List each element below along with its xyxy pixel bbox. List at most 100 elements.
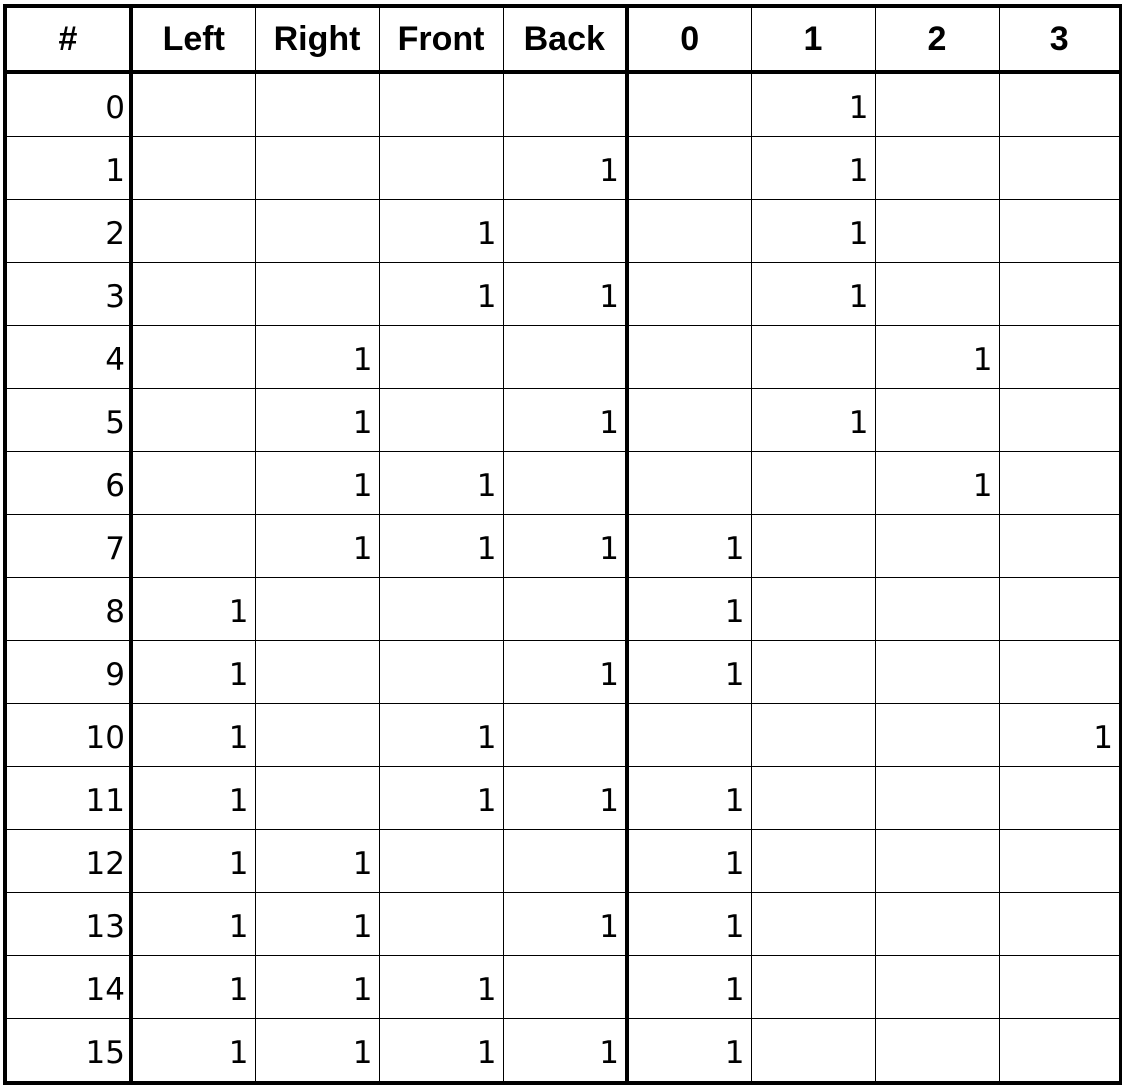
table-cell: 1 xyxy=(750,262,876,326)
table-cell xyxy=(378,640,504,704)
table-cell xyxy=(998,955,1122,1019)
table-cell xyxy=(625,703,752,767)
table-cell: 1 xyxy=(502,766,628,830)
table-cell xyxy=(502,703,628,767)
table-cell xyxy=(998,388,1122,452)
table-cell xyxy=(625,262,752,326)
table-cell xyxy=(874,1018,1000,1084)
table-cell xyxy=(254,199,380,263)
header-row: # Left Right Front Back 0 1 2 3 xyxy=(4,5,1122,74)
table-cell: 1 xyxy=(378,451,504,515)
table-cell xyxy=(254,71,380,137)
column-header: 0 xyxy=(625,5,752,74)
table-cell xyxy=(874,71,1000,137)
table-cell: 1 xyxy=(378,766,504,830)
row-index-cell: 5 xyxy=(4,388,132,452)
table-cell: 1 xyxy=(625,829,752,893)
table-cell xyxy=(874,514,1000,578)
table-cell xyxy=(254,766,380,830)
table-cell xyxy=(502,577,628,641)
table-cell xyxy=(502,199,628,263)
table-cell xyxy=(502,829,628,893)
row-index-cell: 2 xyxy=(4,199,132,263)
table-cell: 1 xyxy=(129,703,256,767)
table-cell xyxy=(998,136,1122,200)
table-cell: 1 xyxy=(874,451,1000,515)
row-index-cell: 11 xyxy=(4,766,132,830)
table-cell: 1 xyxy=(502,892,628,956)
column-header: Front xyxy=(378,5,504,74)
table-cell xyxy=(625,199,752,263)
table-cell xyxy=(998,325,1122,389)
table-cell: 1 xyxy=(254,955,380,1019)
table-cell: 1 xyxy=(502,262,628,326)
table-cell xyxy=(998,640,1122,704)
table-cell xyxy=(502,451,628,515)
table-cell xyxy=(378,577,504,641)
column-header: Left xyxy=(129,5,256,74)
table-cell: 1 xyxy=(129,955,256,1019)
row-index-cell: 6 xyxy=(4,451,132,515)
table-cell xyxy=(998,451,1122,515)
table-body: 0 1 1 1 1 2 1 1 3 1 1 1 4 1 1 5 1 1 1 6 1 1 1 7 1 1 1 1 8 1 1 9 1 1 1 10 1 1 1… xyxy=(4,71,1122,1084)
table-cell xyxy=(874,892,1000,956)
table-cell xyxy=(998,199,1122,263)
table-cell xyxy=(874,955,1000,1019)
table-cell: 1 xyxy=(254,514,380,578)
table-cell: 1 xyxy=(129,640,256,704)
table-cell: 1 xyxy=(378,514,504,578)
table-cell xyxy=(502,955,628,1019)
table-row: 14 1 1 1 1 xyxy=(4,955,1122,1019)
column-header: 3 xyxy=(998,5,1122,74)
row-index-cell: 10 xyxy=(4,703,132,767)
table-cell xyxy=(625,71,752,137)
table-row: 10 1 1 1 xyxy=(4,703,1122,767)
table-cell xyxy=(874,829,1000,893)
table-row: 4 1 1 xyxy=(4,325,1122,389)
table-cell xyxy=(750,577,876,641)
table-cell: 1 xyxy=(254,388,380,452)
table-cell: 1 xyxy=(129,892,256,956)
table-cell xyxy=(254,136,380,200)
table-cell: 1 xyxy=(254,451,380,515)
table-cell xyxy=(750,766,876,830)
table-cell xyxy=(129,451,256,515)
row-index-cell: 15 xyxy=(4,1018,132,1084)
table-cell: 1 xyxy=(378,955,504,1019)
table-row: 2 1 1 xyxy=(4,199,1122,263)
row-index-cell: 9 xyxy=(4,640,132,704)
row-index-cell: 12 xyxy=(4,829,132,893)
column-header-index: # xyxy=(4,5,132,74)
table-cell: 1 xyxy=(874,325,1000,389)
table-cell: 1 xyxy=(625,514,752,578)
table-cell: 1 xyxy=(502,136,628,200)
table-cell: 1 xyxy=(254,829,380,893)
table-cell xyxy=(750,514,876,578)
column-header: 2 xyxy=(874,5,1000,74)
table-cell: 1 xyxy=(625,766,752,830)
row-index-cell: 14 xyxy=(4,955,132,1019)
table-cell: 1 xyxy=(750,71,876,137)
table-cell: 1 xyxy=(378,703,504,767)
table-cell: 1 xyxy=(129,577,256,641)
table-cell xyxy=(378,829,504,893)
table-cell: 1 xyxy=(502,388,628,452)
column-header: 1 xyxy=(750,5,876,74)
row-index-cell: 8 xyxy=(4,577,132,641)
table-row: 11 1 1 1 1 xyxy=(4,766,1122,830)
table-cell xyxy=(998,829,1122,893)
table-cell xyxy=(378,136,504,200)
table-cell xyxy=(625,451,752,515)
table-cell: 1 xyxy=(254,325,380,389)
table-header: # Left Right Front Back 0 1 2 3 xyxy=(4,5,1122,74)
table-cell: 1 xyxy=(625,1018,752,1084)
table-cell xyxy=(874,199,1000,263)
table-cell: 1 xyxy=(502,514,628,578)
table-row: 15 1 1 1 1 1 xyxy=(4,1018,1122,1084)
table-cell xyxy=(874,703,1000,767)
